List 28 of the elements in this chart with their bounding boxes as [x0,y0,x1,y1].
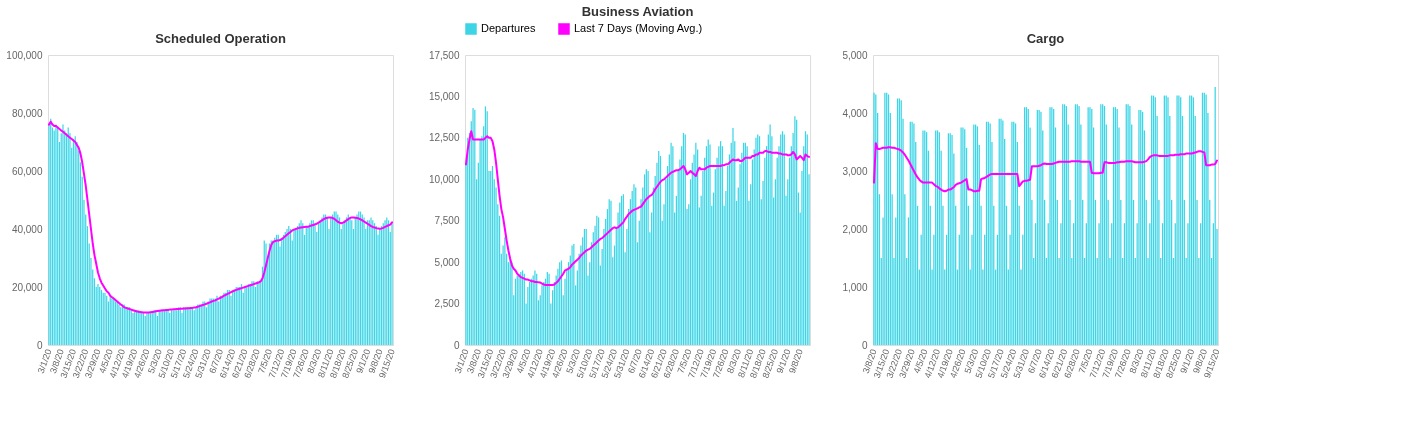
y-tick-label: 5,000 [842,49,868,61]
chart-title: Cargo [1026,31,1065,46]
y-tick-label: 80,000 [11,107,43,119]
line-series [47,120,394,314]
y-tick-label: 0 [861,339,868,351]
chart-title: Business Aviation [581,4,694,19]
y-tick-label: 40,000 [11,223,43,235]
y-tick-label: 60,000 [11,165,43,177]
legend-label: Last 7 Days (Moving Avg.) [574,22,703,34]
legend-label: Departures [481,22,536,34]
line-series [464,130,811,287]
y-tick-label: 100,000 [6,49,43,61]
y-tick-label: 4,000 [842,107,868,119]
y-tick-label: 0 [453,339,460,351]
y-tick-label: 0 [36,339,43,351]
y-tick-label: 1,000 [842,281,868,293]
y-tick-label: 2,500 [434,298,460,310]
y-tick-label: 17,500 [428,49,460,61]
y-tick-label: 5,000 [434,256,460,268]
y-tick-label: 3,000 [842,165,868,177]
line-series [873,142,1218,193]
y-tick-label: 7,500 [434,215,460,227]
y-tick-label: 2,000 [842,223,868,235]
y-tick-label: 20,000 [11,281,43,293]
y-tick-label: 12,500 [428,132,460,144]
chart-title: Scheduled Operation [155,31,286,46]
y-tick-label: 10,000 [428,173,460,185]
y-tick-label: 15,000 [428,90,460,102]
